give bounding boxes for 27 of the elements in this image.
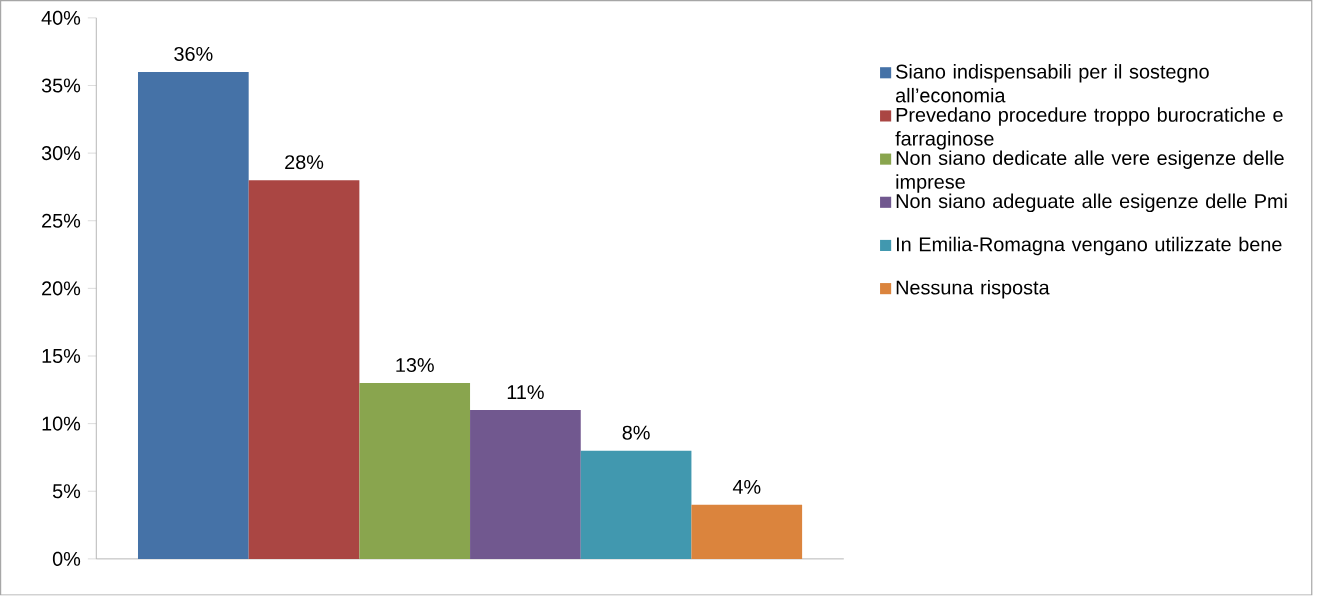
bar <box>691 504 803 560</box>
y-tick-label: 15% <box>42 349 81 364</box>
y-tick-label: 35% <box>41 78 81 93</box>
y-tick-label: 25% <box>42 213 81 228</box>
data-label: 4% <box>732 480 761 494</box>
bar <box>138 72 249 560</box>
legend-label: Non siano adeguate alle esigenze delle Pmi <box>896 193 1287 213</box>
data-label: 13% <box>396 358 434 373</box>
legend-label: Nessuna risposta <box>896 280 1050 299</box>
legend-label: In Emilia-Romagna vengano utilizzate bene <box>896 236 1282 256</box>
legend-label: Non siano dedicate alle vere esigenze delle imprese <box>896 150 1284 193</box>
y-tick-label: 0% <box>52 552 81 567</box>
bar <box>580 450 692 560</box>
bar <box>470 410 581 560</box>
y-tick-label: 5% <box>52 484 81 499</box>
y-tick-label: 40% <box>41 11 81 26</box>
bar <box>359 383 471 560</box>
y-tick-label: 10% <box>42 416 81 431</box>
legend-label: Prevedano procedure troppo burocratiche e farraginose <box>895 107 1283 150</box>
data-label: 36% <box>174 47 213 62</box>
data-label: 28% <box>285 155 324 170</box>
y-tick-label: 30% <box>41 146 81 161</box>
data-label: 8% <box>622 425 650 440</box>
data-label: 11% <box>507 385 544 400</box>
legend-label: Siano indispensabili per il sostegno all’economia <box>895 64 1209 103</box>
y-tick-label: 20% <box>42 281 81 296</box>
bar <box>248 180 360 560</box>
